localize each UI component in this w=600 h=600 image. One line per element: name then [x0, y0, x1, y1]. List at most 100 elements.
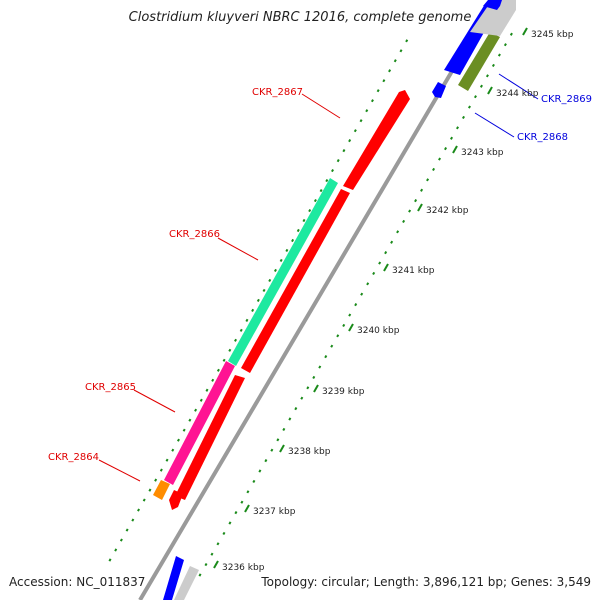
major-tick [417, 203, 423, 212]
major-tick [244, 504, 250, 513]
major-tick [452, 145, 458, 154]
minor-tick-row-right [342, 323, 346, 328]
minor-tick-row-right [408, 209, 412, 213]
minor-tick-row-right [300, 396, 304, 400]
major-tick [522, 27, 528, 36]
gene-ckr-2866-arrow [241, 189, 350, 373]
minor-tick-row-right [491, 63, 495, 68]
tick-label: 3240 kbp [357, 326, 400, 336]
gene-ckr-2866-block [228, 178, 338, 366]
minor-tick-row-right [467, 105, 471, 109]
gene-label-ckr-2868-leader [474, 112, 515, 138]
minor-tick-row-right [246, 490, 250, 494]
minor-tick-row-left [125, 528, 129, 532]
minor-tick-row-left [273, 268, 277, 273]
major-tick [279, 444, 285, 453]
tick-label: 3236 kbp [222, 563, 265, 573]
minor-tick-row-right [509, 32, 513, 36]
minor-tick-row-right [366, 282, 370, 286]
tick-label: 3237 kbp [253, 507, 296, 517]
tick-label: 3243 kbp [461, 148, 504, 158]
minor-tick-row-right [438, 157, 442, 161]
minor-tick-row-left [331, 169, 335, 173]
minor-tick-row-left [194, 408, 198, 412]
gene-grey-block-bottom [174, 566, 199, 600]
minor-tick-row-right [420, 188, 424, 192]
minor-tick-row-right [473, 95, 477, 99]
minor-tick-row-left [188, 418, 192, 422]
minor-tick-row-right [330, 344, 334, 348]
minor-tick-row-right [276, 438, 280, 442]
tick-label: 3239 kbp [322, 387, 365, 397]
minor-tick-row-left [114, 548, 118, 552]
gene-labels: CKR_2867 CKR_2866 CKR_2865 CKR_2864 CKR_2869… [48, 87, 592, 463]
gene-blue-block-bottom [163, 556, 184, 600]
minor-tick-row-left [308, 208, 312, 213]
minor-tick-row-right [234, 511, 238, 515]
minor-tick-row-left [131, 518, 135, 522]
tick-label: 3238 kbp [288, 447, 331, 457]
minor-tick-row-right [402, 219, 406, 224]
minor-tick-row-left [279, 258, 283, 263]
minor-tick-row-right [497, 53, 501, 57]
minor-tick-row-right [378, 261, 382, 265]
minor-tick-row-left [211, 378, 215, 382]
minor-tick-row-right [450, 136, 454, 140]
minor-tick-row-left [325, 178, 329, 183]
minor-tick-row-left [216, 368, 220, 372]
gene-ckr-2864-arrow [169, 490, 183, 510]
minor-tick-row-right [479, 84, 483, 88]
minor-tick-row-left [365, 109, 369, 113]
minor-tick-row-left [142, 498, 146, 502]
gene-ckr-2864-block [153, 480, 170, 500]
gene-label-ckr-2866-leader [217, 237, 259, 261]
tick-label: 3242 kbp [426, 206, 469, 216]
minor-tick-row-right [204, 563, 208, 567]
minor-tick-row-left [119, 538, 123, 542]
minor-tick-row-left [182, 428, 186, 432]
gene-label-ckr-2864: CKR_2864 [48, 452, 99, 463]
minor-tick-row-left [319, 188, 323, 193]
gene-ckr-2867-arrow [343, 90, 410, 190]
minor-tick-row-left [262, 288, 266, 292]
minor-tick-row-left [296, 228, 300, 233]
minor-tick-row-left [370, 99, 374, 103]
gene-label-ckr-2867: CKR_2867 [252, 87, 303, 98]
tick-label: 3245 kbp [531, 30, 574, 40]
minor-tick-row-left [137, 508, 141, 512]
minor-tick-row-right [390, 240, 394, 244]
minor-tick-row-right [198, 573, 202, 577]
minor-tick-row-left [228, 348, 232, 352]
minor-tick-row-left [165, 458, 169, 462]
minor-tick-row-left [399, 49, 403, 53]
minor-tick-row-left [336, 159, 340, 163]
minor-tick-row-right [312, 375, 316, 380]
major-tick [213, 560, 219, 569]
genome-summary: Topology: circular; Length: 3,896,121 bp… [261, 575, 591, 589]
minor-tick-row-left [234, 338, 238, 342]
minor-tick-row-left [285, 248, 289, 253]
minor-tick-row-right [360, 292, 364, 296]
gene-grey-block-top [470, 0, 516, 36]
minor-tick-row-right [324, 355, 328, 359]
gene-label-ckr-2867-leader [301, 93, 341, 119]
tick-dots [108, 27, 528, 577]
minor-tick-row-right [264, 459, 268, 463]
minor-tick-row-left [342, 149, 346, 153]
gene-label-ckr-2865-leader [133, 389, 176, 413]
minor-tick-row-right [414, 199, 418, 203]
minor-tick-row-right [228, 521, 232, 525]
minor-tick-row-left [302, 218, 306, 223]
minor-tick-row-right [384, 251, 388, 255]
minor-tick-row-left [353, 129, 357, 133]
minor-tick-row-right [306, 386, 310, 390]
minor-tick-row-left [239, 328, 243, 332]
gene-label-ckr-2864-leader [98, 459, 141, 482]
gene-ckr-2869-block [458, 32, 500, 91]
minor-tick-row-left [376, 89, 380, 93]
minor-tick-row-left [348, 139, 352, 143]
gene-label-ckr-2868: CKR_2868 [517, 132, 568, 143]
minor-tick-row-left [154, 478, 158, 482]
